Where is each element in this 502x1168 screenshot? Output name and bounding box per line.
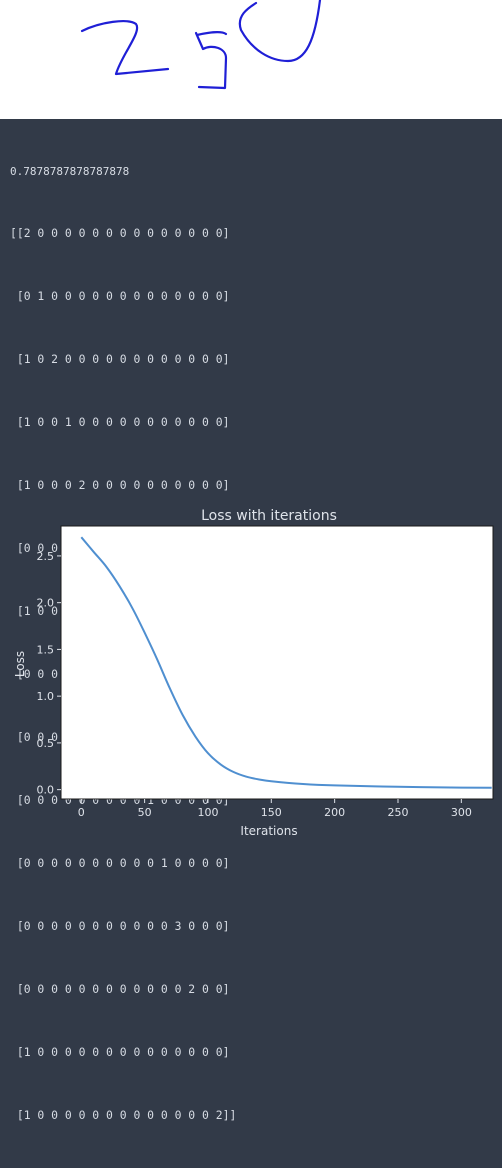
confusion-matrix-row: [[2 0 0 0 0 0 0 0 0 0 0 0 0 0 0] [10, 226, 230, 240]
y-axis-ticks: 0.0 0.5 1.0 1.5 2.0 2.5 [37, 550, 61, 797]
confusion-matrix-row: [1 0 0 0 2 0 0 0 0 0 0 0 0 0 0] [10, 478, 230, 492]
handwritten-digit-0 [238, 0, 322, 63]
y-tick-label: 2.5 [37, 550, 55, 563]
confusion-matrix-row: [0 1 0 0 0 0 0 0 0 0 0 0 0 0 0] [10, 289, 230, 303]
handwriting-drawing [80, 0, 322, 90]
series-layer [80, 536, 492, 789]
confusion-matrix-row: [1 0 0 0 0 0 0 0 0 0 0 0 0 0 0] [10, 1045, 230, 1059]
x-tick-label: 0 [78, 806, 85, 819]
confusion-matrix-row: [0 0 0 0 0 0 0 0 0 0 0 3 0 0 0] [10, 919, 230, 933]
x-tick-label: 200 [324, 806, 345, 819]
handwritten-digit-5 [194, 31, 228, 90]
loss-chart-svg: Loss with iterations 0 50 100 150 200 250 300 … [13, 508, 494, 838]
accuracy-value: 0.7878787878787878 [10, 165, 130, 178]
x-tick-label: 50 [138, 806, 152, 819]
confusion-matrix-row: [0 0 0 0 0 0 0 0 0 0 0 0 2 0 0] [10, 982, 230, 996]
y-tick-label: 0.5 [37, 737, 55, 750]
confusion-matrix-row: [0 0 0 0 0 0 0 0 0 0 1 0 0 0 0] [10, 856, 230, 870]
x-tick-label: 100 [197, 806, 218, 819]
loss-chart: Loss with iterations 0 50 100 150 200 250 300 … [0, 504, 502, 854]
handwriting-canvas [0, 0, 502, 119]
plot-area [60, 525, 494, 800]
confusion-matrix-row: [1 0 0 0 0 0 0 0 0 0 0 0 0 0 2]] [10, 1108, 237, 1122]
x-tick-label: 300 [451, 806, 472, 819]
x-tick-label: 150 [261, 806, 282, 819]
cell-output: 0.7878787878787878 [[2 0 0 0 0 0 0 0 0 0… [0, 119, 502, 1122]
y-tick-label: 1.5 [37, 643, 55, 656]
y-tick-label: 0.0 [37, 784, 55, 797]
chart-title: Loss with iterations [201, 508, 337, 524]
x-axis-label: Iterations [240, 824, 297, 838]
y-tick-label: 2.0 [37, 597, 55, 610]
confusion-matrix-row: [1 0 0 1 0 0 0 0 0 0 0 0 0 0 0] [10, 415, 230, 429]
y-axis-label: Loss [13, 651, 27, 677]
x-axis-ticks: 0 50 100 150 200 250 300 [78, 799, 472, 819]
y-tick-label: 1.0 [37, 690, 55, 703]
handwritten-digit-2 [80, 20, 170, 76]
loss-series-line [80, 536, 492, 789]
confusion-matrix-row: [1 0 2 0 0 0 0 0 0 0 0 0 0 0 0] [10, 352, 230, 366]
x-tick-label: 250 [387, 806, 408, 819]
